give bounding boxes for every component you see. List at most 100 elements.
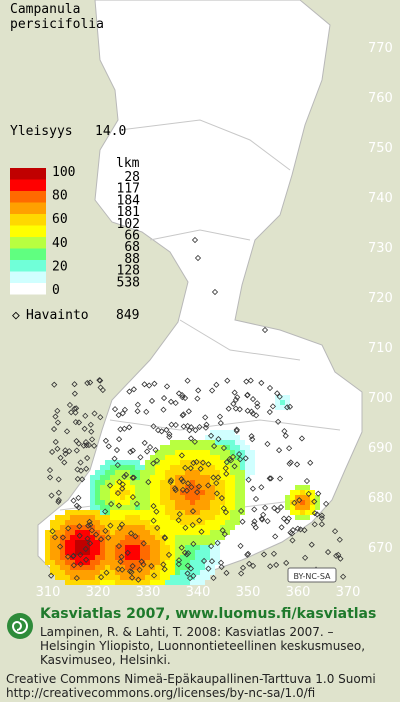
- observation-marker: [187, 465, 194, 472]
- grid-y-label: 750: [368, 141, 393, 156]
- heat-cell: [165, 445, 170, 450]
- heat-cell: [235, 520, 240, 525]
- heat-cell: [90, 570, 95, 575]
- observation-marker: [97, 384, 104, 391]
- observation-marker: [258, 484, 265, 491]
- observation-marker: [222, 509, 229, 516]
- heat-cell: [100, 525, 105, 530]
- heat-cell: [145, 535, 150, 540]
- heat-cell: [150, 500, 155, 505]
- heat-cell: [300, 510, 305, 515]
- heat-cell: [190, 495, 195, 500]
- observation-marker: [124, 549, 131, 556]
- heat-cell: [170, 440, 175, 445]
- heat-cell: [205, 575, 210, 580]
- observation-marker: [160, 561, 167, 568]
- heat-cell: [220, 520, 225, 525]
- legend-scale-label: 20: [52, 259, 68, 274]
- species-name: persicifolia: [10, 17, 104, 32]
- legend-swatch: [10, 225, 46, 237]
- heat-cell: [225, 515, 230, 520]
- heat-cell: [50, 555, 55, 560]
- observation-marker: [115, 543, 123, 550]
- heat-cell: [205, 560, 210, 565]
- observation-marker: [277, 503, 285, 511]
- heat-cell: [95, 485, 100, 490]
- heat-cell: [145, 475, 150, 480]
- heat-cell: [185, 560, 190, 565]
- heat-cell: [155, 480, 160, 485]
- heat-cell: [140, 470, 145, 475]
- heat-cell: [245, 445, 250, 450]
- observation-marker: [150, 423, 157, 430]
- heat-cell: [120, 535, 125, 540]
- heat-cell: [80, 530, 85, 535]
- heat-cell: [95, 560, 100, 565]
- heat-cell: [190, 570, 195, 575]
- heat-cell: [170, 475, 175, 480]
- heat-cell: [165, 545, 170, 550]
- heat-cell: [155, 565, 160, 570]
- heat-cell: [170, 510, 175, 515]
- heat-cell: [165, 510, 170, 515]
- observation-marker: [154, 524, 161, 532]
- heat-cell: [85, 570, 90, 575]
- heat-cell: [170, 565, 175, 570]
- observation-marker: [75, 494, 82, 501]
- heat-cell: [105, 535, 110, 540]
- heat-cell: [295, 485, 300, 490]
- heat-cell: [300, 515, 305, 520]
- heat-cell: [110, 495, 115, 500]
- heat-cell: [230, 460, 235, 465]
- heat-cell: [200, 460, 205, 465]
- heat-cell: [170, 570, 175, 575]
- heat-cell: [120, 485, 125, 490]
- heat-cell: [165, 565, 170, 570]
- heat-cell: [210, 475, 215, 480]
- heat-cell: [200, 485, 205, 490]
- heat-cell: [105, 475, 110, 480]
- heat-cell: [115, 555, 120, 560]
- heat-cell: [205, 490, 210, 495]
- observation-marker: [130, 386, 137, 393]
- observation-marker: [178, 476, 185, 483]
- heat-cell: [230, 455, 235, 460]
- heat-cell: [180, 460, 185, 465]
- heat-cell: [195, 530, 200, 535]
- observation-marker: [185, 408, 192, 415]
- heat-cell: [200, 505, 205, 510]
- observation-marker: [190, 540, 197, 548]
- heat-cell: [205, 480, 210, 485]
- observation-marker: [66, 401, 73, 409]
- observation-marker: [102, 437, 109, 444]
- observation-marker: [57, 543, 64, 550]
- heat-cell: [135, 530, 140, 535]
- observation-marker: [209, 387, 216, 394]
- heat-cell: [60, 530, 65, 535]
- heat-cell: [210, 565, 215, 570]
- heat-cell: [230, 430, 235, 435]
- observation-marker: [225, 405, 232, 412]
- heat-cell: [85, 515, 90, 520]
- heat-cell: [45, 550, 50, 555]
- heat-cell: [110, 460, 115, 465]
- heat-cell: [195, 470, 200, 475]
- observation-marker: [222, 465, 229, 472]
- heat-cell: [160, 480, 165, 485]
- heat-cell: [305, 500, 310, 505]
- grid-x-label: 340: [186, 585, 211, 600]
- heat-cell: [100, 530, 105, 535]
- heat-cell: [220, 455, 225, 460]
- observation-marker: [261, 326, 269, 334]
- observation-marker: [116, 524, 123, 532]
- heat-cell: [145, 545, 150, 550]
- logo-spiral: [11, 618, 28, 634]
- observation-marker: [187, 565, 195, 572]
- heat-cell: [60, 525, 65, 530]
- legend-swatch: [10, 179, 46, 191]
- observation-marker: [140, 561, 147, 568]
- heat-cell: [130, 470, 135, 475]
- heat-cell: [295, 500, 300, 505]
- heat-cell: [135, 505, 140, 510]
- observation-marker: [116, 436, 123, 443]
